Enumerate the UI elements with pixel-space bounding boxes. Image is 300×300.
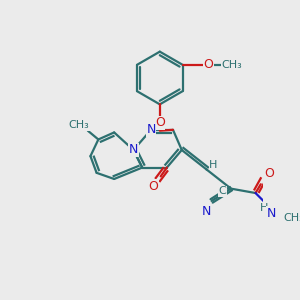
Text: O: O	[149, 179, 159, 193]
Text: O: O	[264, 167, 274, 180]
Text: C: C	[218, 186, 226, 196]
Text: N: N	[129, 143, 138, 157]
Text: H: H	[209, 160, 218, 170]
Text: CH₃: CH₃	[284, 213, 300, 223]
Text: N: N	[267, 207, 276, 220]
Text: O: O	[155, 116, 165, 129]
Text: CH₃: CH₃	[221, 60, 242, 70]
Text: CH₃: CH₃	[69, 120, 89, 130]
Text: O: O	[203, 58, 213, 71]
Text: H: H	[260, 203, 269, 213]
Text: N: N	[146, 123, 156, 136]
Text: N: N	[202, 205, 211, 218]
